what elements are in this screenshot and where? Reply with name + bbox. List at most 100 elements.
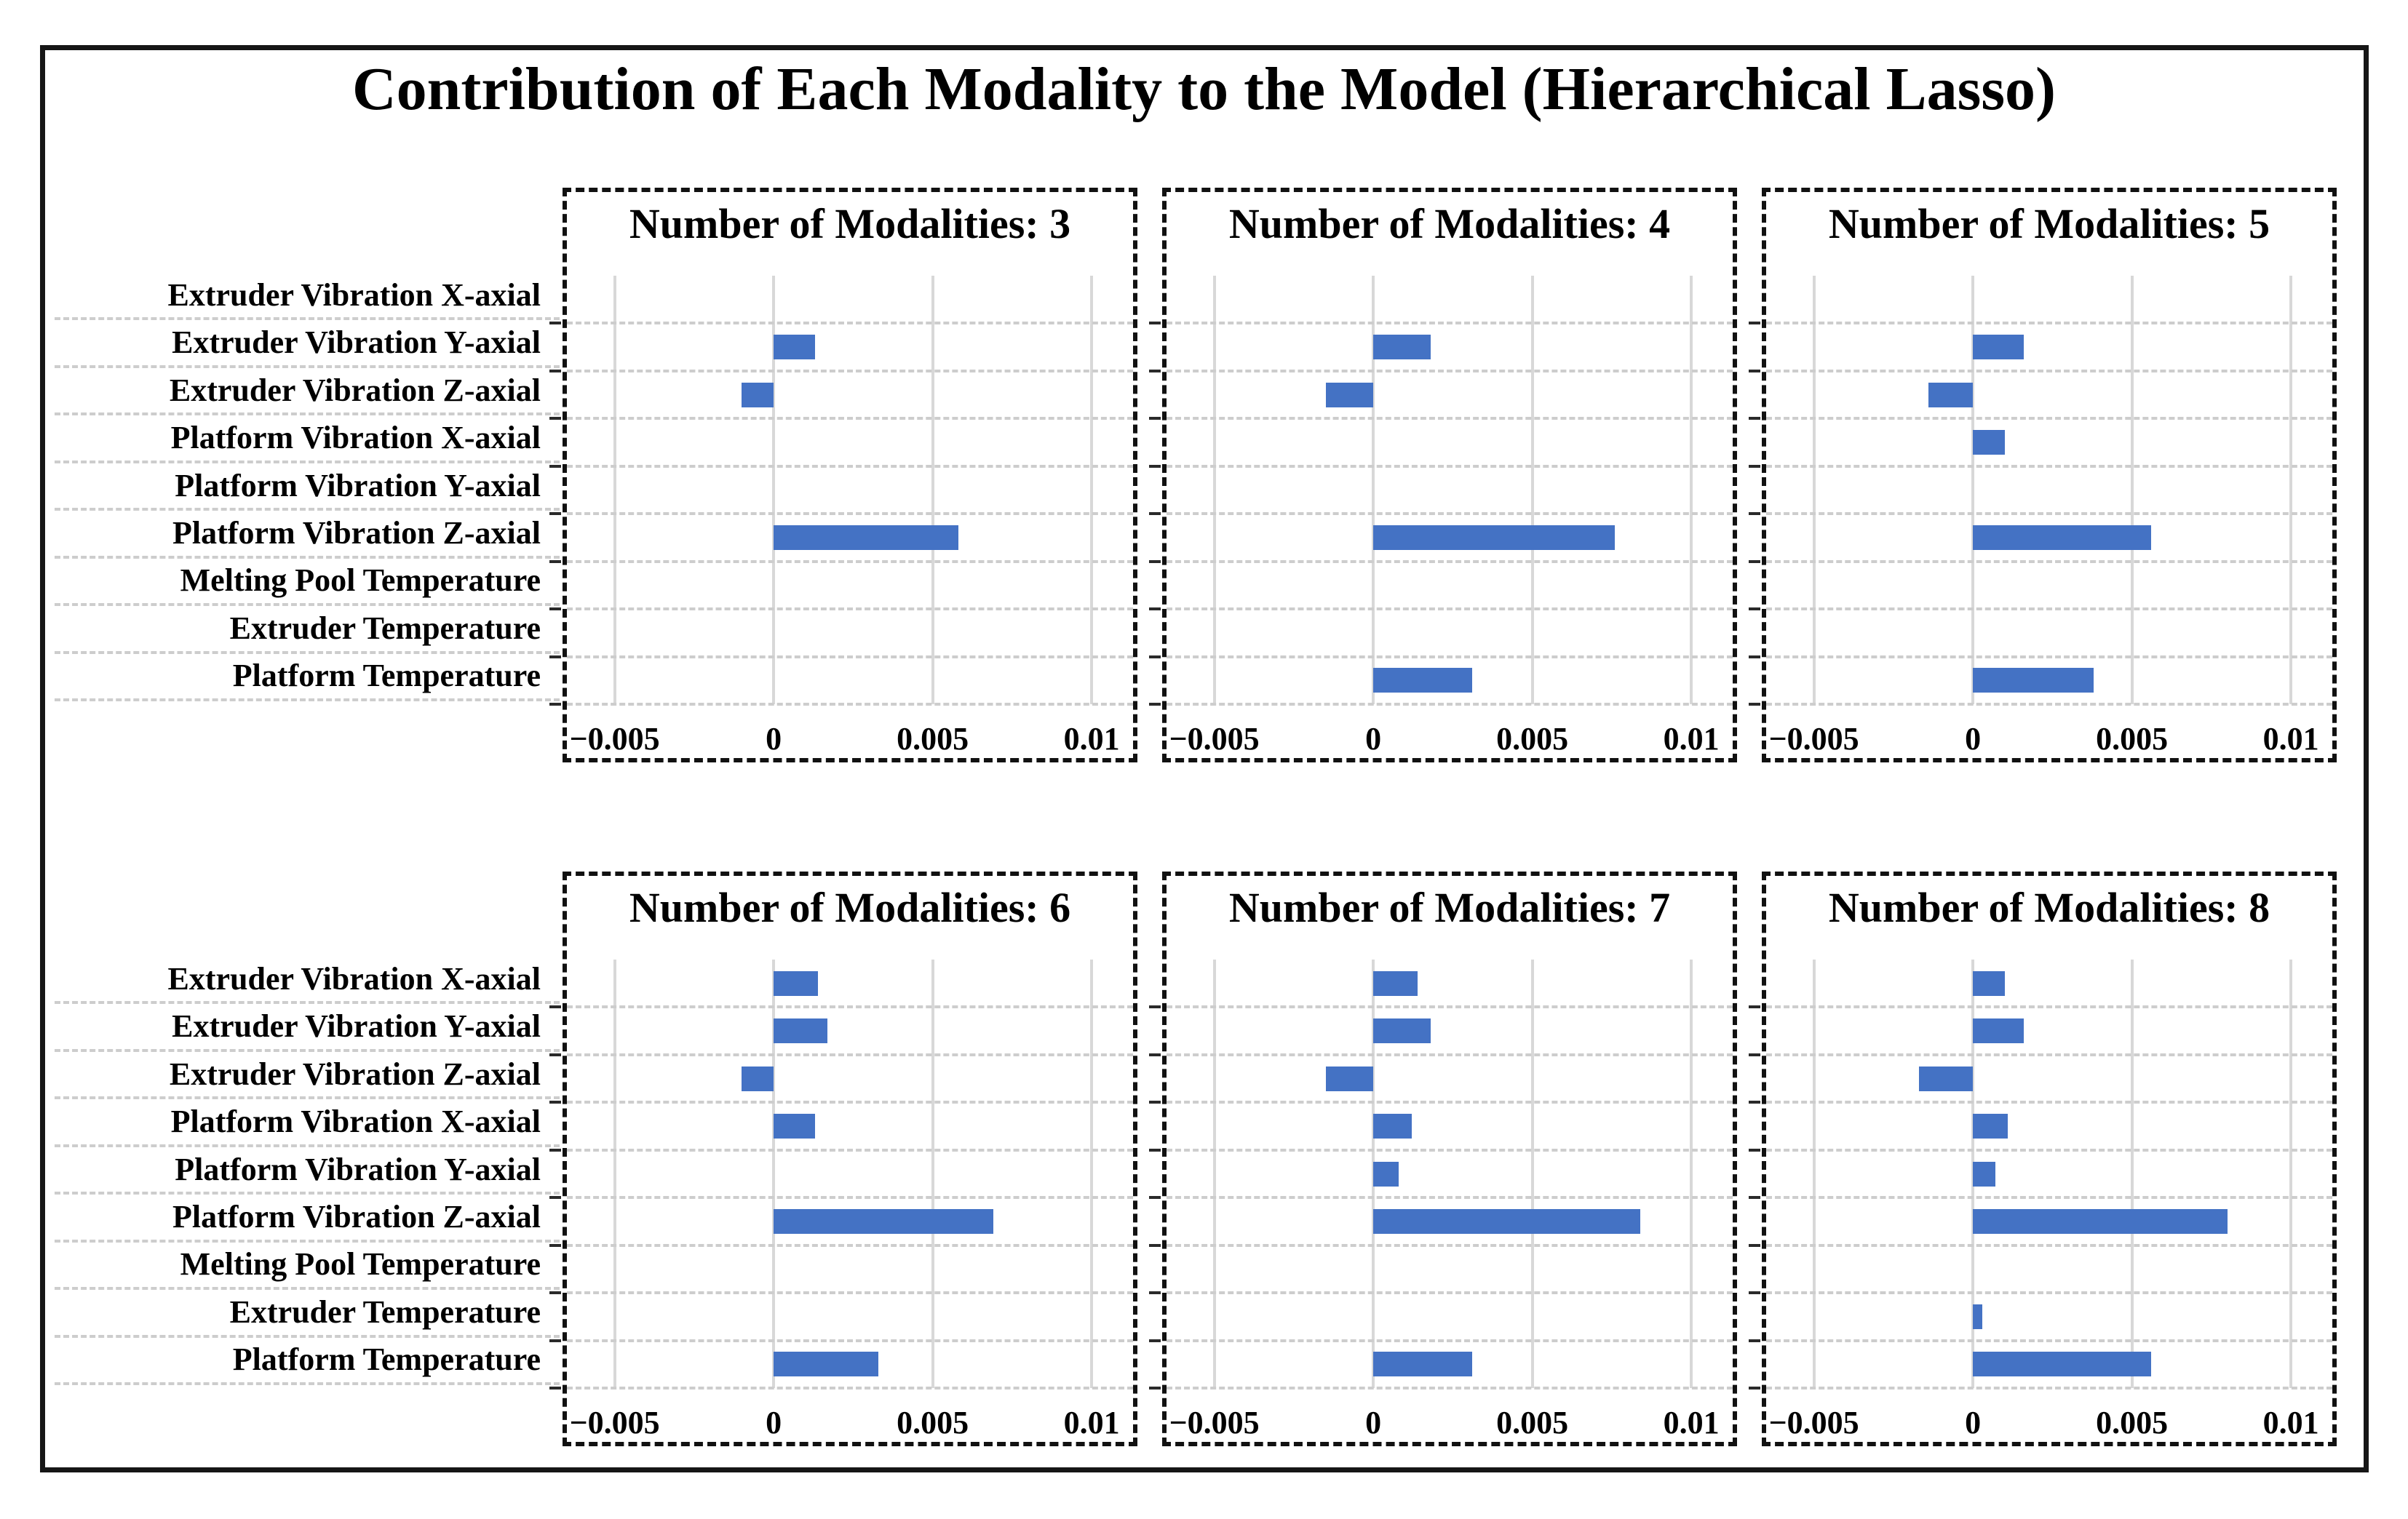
y-tick-mark bbox=[1749, 1053, 1760, 1056]
x-gridline bbox=[931, 960, 934, 1388]
bar-extruder-vibration-y-axial bbox=[1373, 335, 1431, 360]
y-tick-mark bbox=[1149, 655, 1161, 658]
category-label-extruder-vibration-y-axial: Extruder Vibration Y-axial bbox=[172, 1008, 541, 1045]
x-tick-label: 0.005 bbox=[897, 721, 969, 757]
y-gridline bbox=[1167, 322, 1733, 325]
x-tick-label: 0 bbox=[1965, 721, 1982, 757]
x-gridline bbox=[2130, 960, 2134, 1388]
bar-extruder-vibration-z-axial bbox=[1325, 1066, 1374, 1091]
x-gridline bbox=[1971, 276, 1975, 704]
label-row-gridline bbox=[55, 364, 560, 368]
y-gridline bbox=[1167, 1243, 1733, 1247]
subplot-panel-number-of-modalities-3: Number of Modalities: 3 −0.005 0 0.005 0.01 bbox=[549, 188, 1137, 762]
x-tick-label: 0.01 bbox=[2262, 721, 2319, 757]
x-tick-label: 0.01 bbox=[2262, 1405, 2319, 1440]
y-tick-mark bbox=[1749, 559, 1760, 563]
bar-extruder-vibration-x-axial bbox=[774, 970, 819, 996]
x-gridline bbox=[1690, 276, 1693, 704]
bar-platform-vibration-x-axial bbox=[774, 1114, 815, 1139]
x-gridline bbox=[613, 276, 616, 704]
y-tick-mark bbox=[549, 1339, 561, 1342]
y-gridline bbox=[1766, 1387, 2332, 1390]
category-label-platform-vibration-y-axial: Platform Vibration Y-axial bbox=[175, 1151, 541, 1187]
y-tick-mark bbox=[549, 369, 561, 372]
bar-platform-temperature bbox=[1373, 668, 1472, 693]
x-gridline bbox=[1212, 960, 1216, 1388]
category-label-melting-pool-temperature: Melting Pool Temperature bbox=[180, 562, 541, 599]
x-tick-label: 0 bbox=[1365, 721, 1382, 757]
y-tick-mark bbox=[1749, 1243, 1760, 1247]
y-tick-mark bbox=[1749, 1101, 1760, 1104]
x-tick-label: −0.005 bbox=[1768, 1405, 1859, 1440]
subplot-panel-number-of-modalities-8: Number of Modalities: 8 −0.005 0 0.005 0.01 bbox=[1749, 872, 2337, 1446]
y-tick-mark bbox=[1749, 1339, 1760, 1342]
y-gridline bbox=[567, 655, 1133, 658]
y-tick-mark bbox=[549, 703, 561, 706]
y-gridline bbox=[1167, 655, 1733, 658]
bar-extruder-vibration-z-axial bbox=[1325, 382, 1374, 407]
bar-platform-vibration-z-axial bbox=[1373, 525, 1616, 550]
y-gridline bbox=[1167, 417, 1733, 420]
x-gridline bbox=[1530, 960, 1534, 1388]
category-label-column: Extruder Vibration X-axial Extruder Vibra… bbox=[55, 188, 560, 762]
label-row-gridline bbox=[55, 555, 560, 559]
category-label-platform-vibration-y-axial: Platform Vibration Y-axial bbox=[175, 467, 541, 503]
bar-platform-temperature bbox=[1973, 668, 2094, 693]
y-gridline bbox=[1167, 1291, 1733, 1295]
y-gridline bbox=[1167, 512, 1733, 516]
bar-extruder-vibration-z-axial bbox=[742, 1066, 774, 1091]
x-gridline bbox=[2130, 276, 2134, 704]
y-gridline bbox=[1167, 1053, 1733, 1056]
y-tick-mark bbox=[1149, 703, 1161, 706]
y-gridline bbox=[1766, 1053, 2332, 1056]
subplot-title: Number of Modalities: 7 bbox=[1228, 884, 1671, 931]
y-tick-mark bbox=[549, 417, 561, 420]
y-gridline bbox=[567, 1196, 1133, 1200]
bar-extruder-vibration-z-axial bbox=[1928, 382, 1974, 407]
y-tick-mark bbox=[549, 607, 561, 611]
y-gridline bbox=[1766, 1291, 2332, 1295]
y-tick-mark bbox=[1149, 1101, 1161, 1104]
y-gridline bbox=[567, 1387, 1133, 1390]
x-gridline bbox=[772, 276, 776, 704]
subplot-panel-number-of-modalities-7: Number of Modalities: 7 −0.005 0 0.005 0.01 bbox=[1149, 872, 1737, 1446]
y-gridline bbox=[567, 369, 1133, 372]
x-tick-label: 0.01 bbox=[1663, 721, 1720, 757]
label-row-gridline bbox=[55, 1382, 560, 1385]
x-tick-label: 0.005 bbox=[897, 1405, 969, 1440]
subplot-title: Number of Modalities: 3 bbox=[629, 200, 1071, 247]
y-tick-mark bbox=[549, 1291, 561, 1295]
y-tick-mark bbox=[549, 1243, 561, 1247]
bar-platform-vibration-z-axial bbox=[1973, 525, 2151, 550]
y-tick-mark bbox=[549, 464, 561, 468]
bar-extruder-vibration-x-axial bbox=[1973, 970, 2005, 996]
y-tick-mark bbox=[1749, 1387, 1760, 1390]
x-gridline bbox=[1690, 960, 1693, 1388]
y-tick-mark bbox=[1749, 512, 1760, 516]
category-label-platform-vibration-x-axial: Platform Vibration X-axial bbox=[170, 1104, 541, 1140]
y-tick-mark bbox=[1749, 1005, 1760, 1009]
y-gridline bbox=[1766, 1101, 2332, 1104]
y-tick-mark bbox=[549, 1148, 561, 1152]
y-gridline bbox=[1766, 417, 2332, 420]
y-tick-mark bbox=[1149, 1387, 1161, 1390]
y-gridline bbox=[1167, 1196, 1733, 1200]
bar-platform-temperature bbox=[774, 1352, 879, 1377]
y-tick-mark bbox=[1749, 464, 1760, 468]
y-gridline bbox=[1167, 464, 1733, 468]
y-tick-mark bbox=[1749, 703, 1760, 706]
y-gridline bbox=[1167, 703, 1733, 706]
bar-platform-vibration-x-axial bbox=[1973, 1114, 2008, 1139]
label-row-gridline bbox=[55, 460, 560, 463]
y-gridline bbox=[567, 1005, 1133, 1009]
y-gridline bbox=[567, 1339, 1133, 1342]
y-gridline bbox=[567, 1291, 1133, 1295]
bar-platform-vibration-y-axial bbox=[1373, 1161, 1399, 1187]
y-tick-mark bbox=[1749, 655, 1760, 658]
y-tick-mark bbox=[549, 512, 561, 516]
x-gridline bbox=[1090, 960, 1094, 1388]
label-row-gridline bbox=[55, 508, 560, 511]
y-gridline bbox=[1766, 1243, 2332, 1247]
label-row-gridline bbox=[55, 1192, 560, 1195]
y-tick-mark bbox=[549, 322, 561, 325]
